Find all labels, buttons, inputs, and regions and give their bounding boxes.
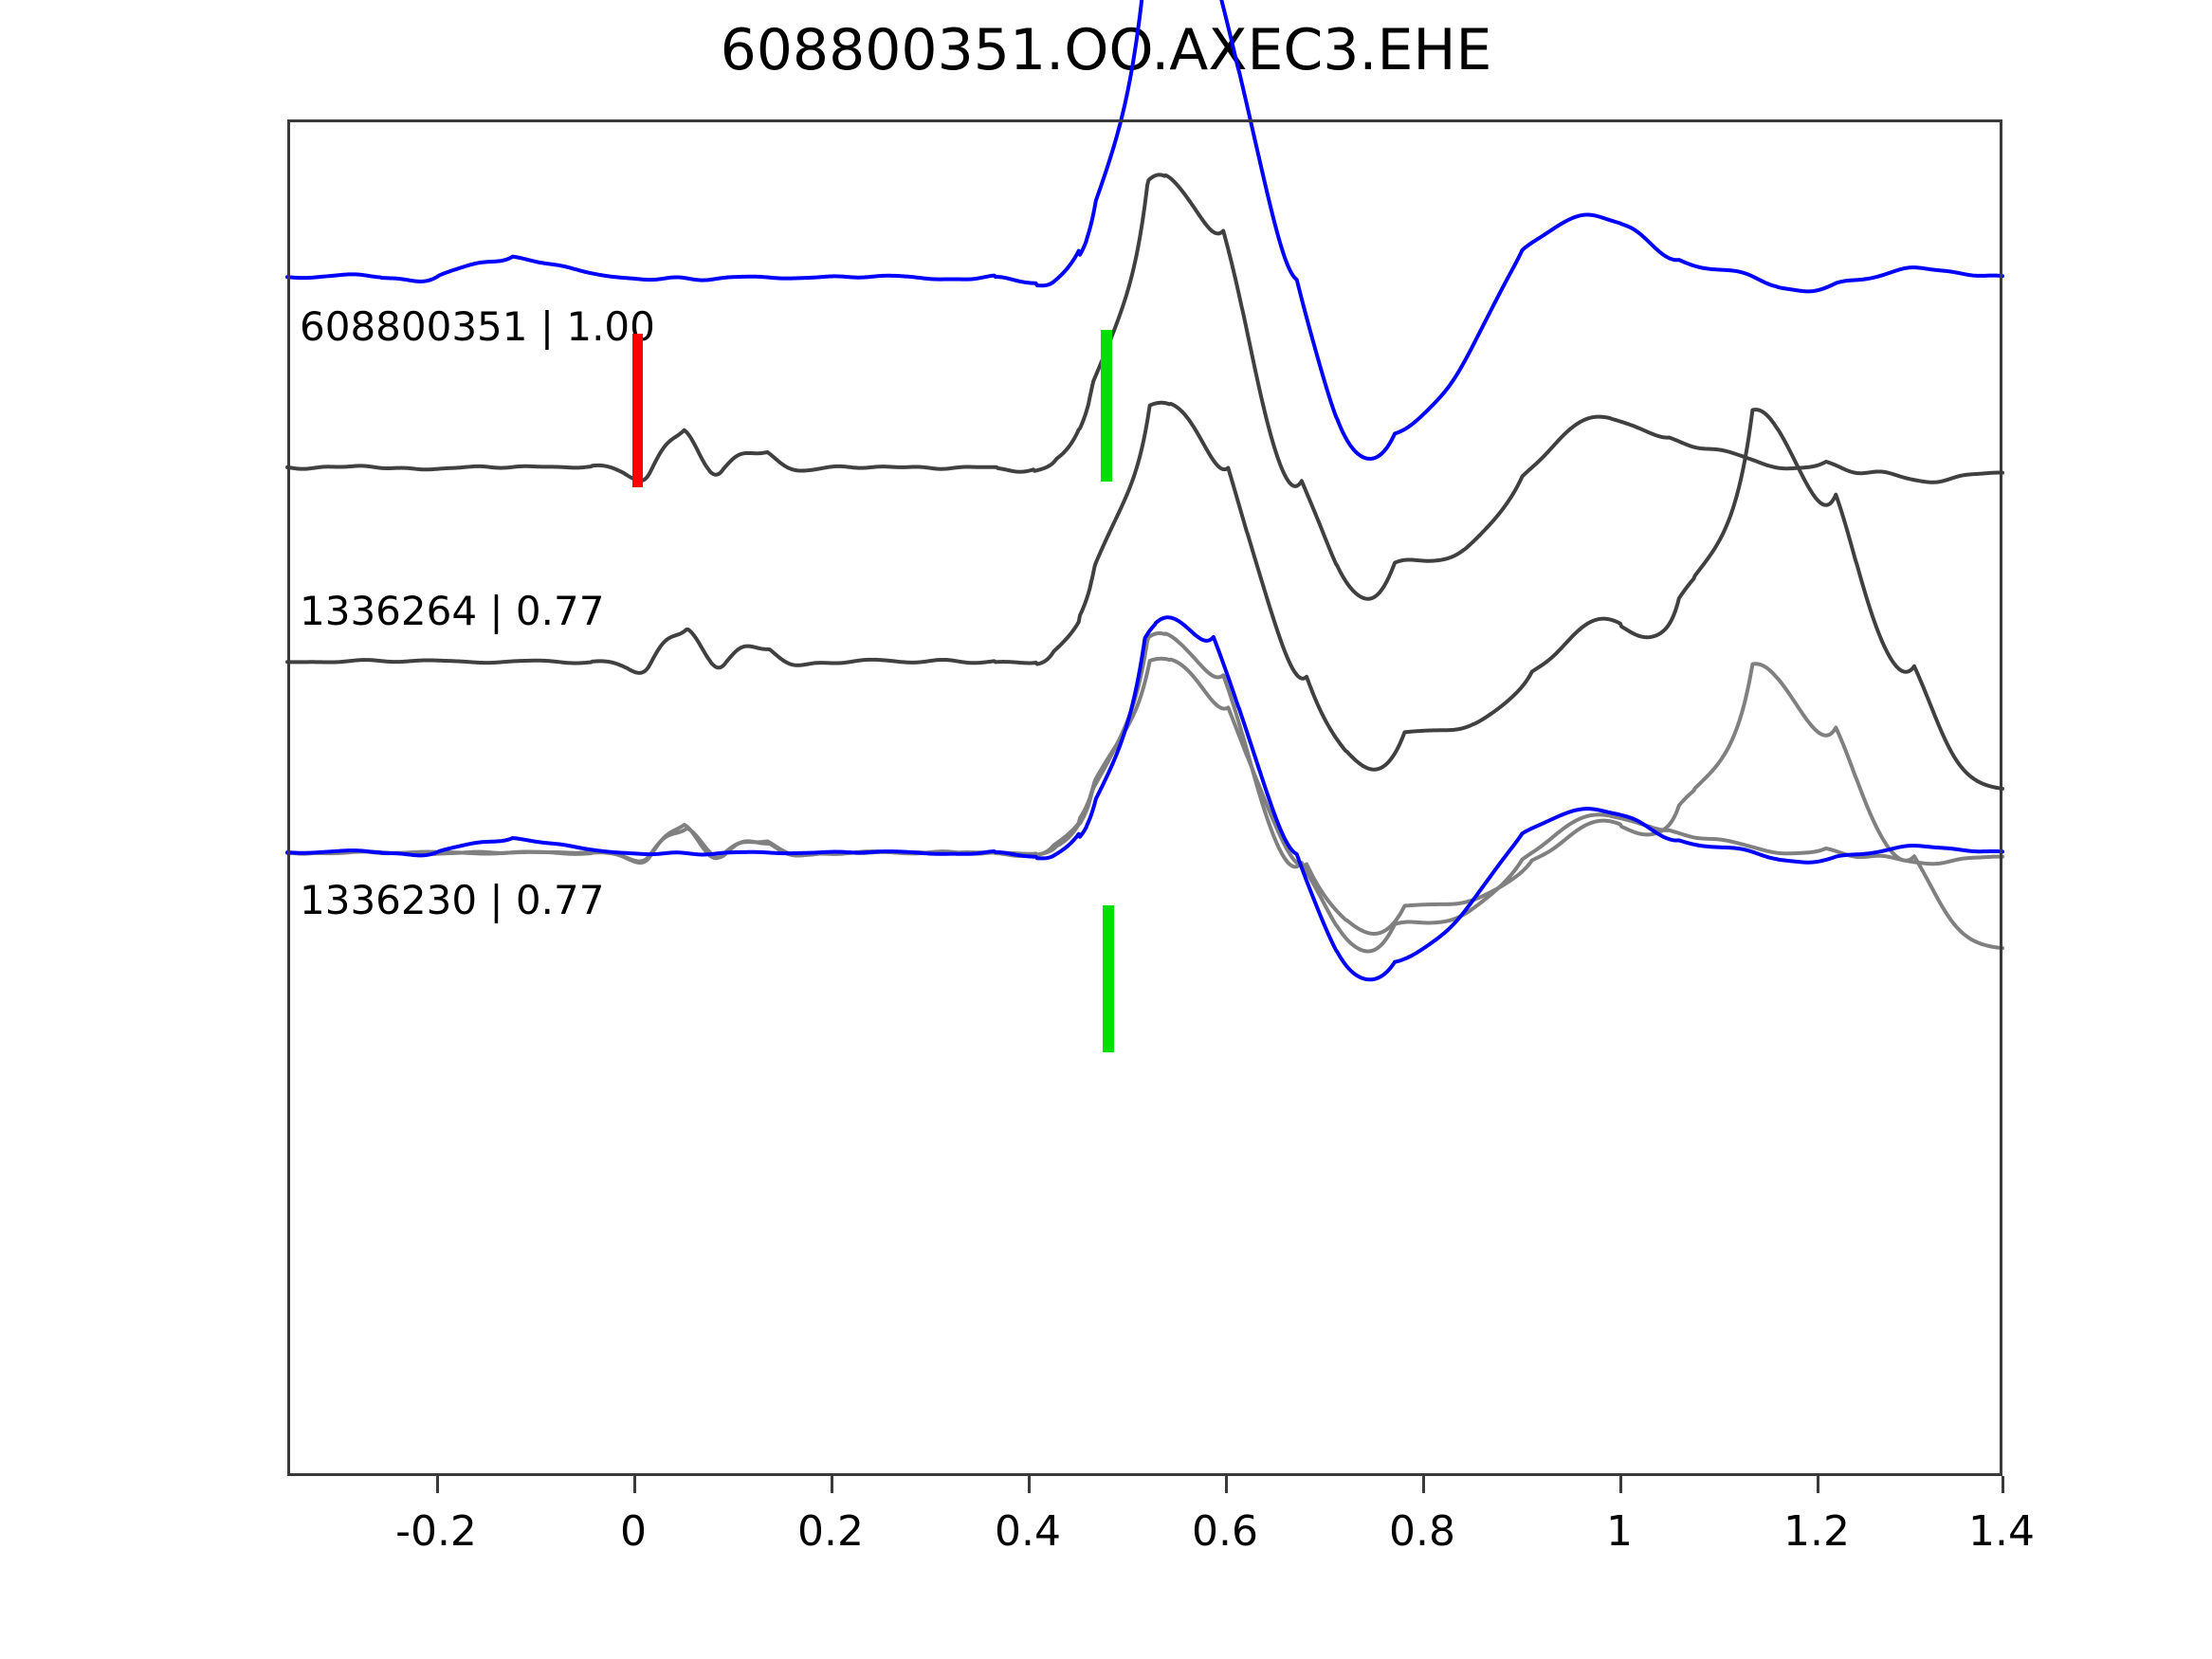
- x-tick-mark: [1619, 1476, 1622, 1493]
- x-tick-label: 1.2: [1783, 1507, 1850, 1556]
- waveform-traces: [285, 0, 2004, 982]
- x-tick-label: 1.4: [1968, 1507, 2035, 1556]
- x-tick-mark: [1817, 1476, 1819, 1493]
- x-tick-mark: [1422, 1476, 1425, 1493]
- x-tick-mark: [1225, 1476, 1228, 1493]
- overlay-trace-608800351: [285, 615, 2004, 982]
- x-tick-label: 0: [620, 1507, 647, 1556]
- x-tick-label: 0.6: [1192, 1507, 1258, 1556]
- s-pick-trace1: [1101, 330, 1112, 482]
- trace-label: 608800351 | 1.00: [300, 303, 655, 350]
- overlay-trace-1336230: [285, 656, 2004, 951]
- x-tick-mark: [436, 1476, 439, 1493]
- x-tick-mark: [2002, 1476, 2004, 1493]
- x-tick-mark: [1028, 1476, 1031, 1493]
- x-tick-label: 0.8: [1389, 1507, 1455, 1556]
- x-tick-label: 0.4: [995, 1507, 1061, 1556]
- x-tick-mark: [831, 1476, 833, 1493]
- trace-label: 1336264 | 0.77: [300, 588, 605, 634]
- p-pick-trace1: [632, 334, 643, 487]
- x-tick-label: 1: [1606, 1507, 1633, 1556]
- x-tick-label: -0.2: [395, 1507, 477, 1556]
- s-pick-trace3: [1103, 905, 1114, 1052]
- trace-1336264: [285, 173, 2004, 601]
- trace-1336230: [285, 400, 2004, 791]
- x-tick-label: 0.2: [797, 1507, 864, 1556]
- trace-label: 1336230 | 0.77: [300, 877, 605, 923]
- page-title: 608800351.OO.AXEC3.EHE: [720, 17, 1492, 83]
- trace-608800351: [285, 0, 2004, 461]
- x-tick-mark: [633, 1476, 636, 1493]
